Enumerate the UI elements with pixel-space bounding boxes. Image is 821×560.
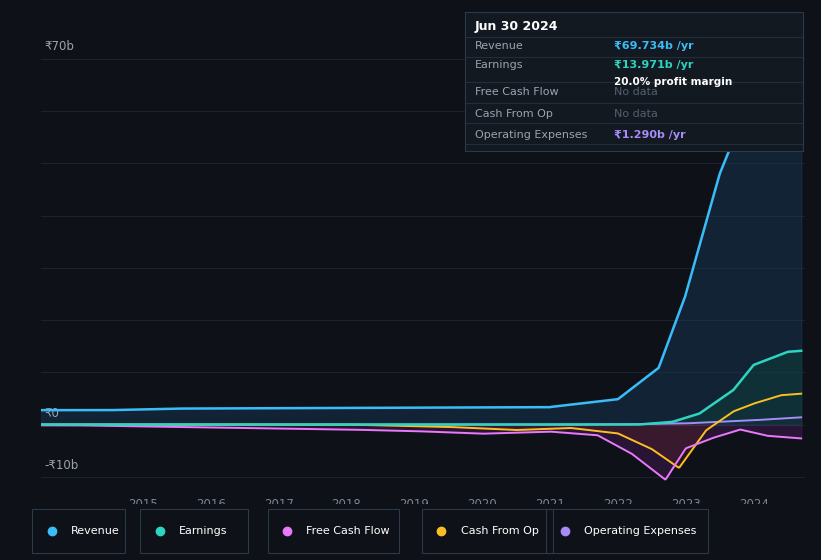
Text: Earnings: Earnings — [475, 60, 523, 70]
Text: ₹70b: ₹70b — [44, 40, 75, 53]
Text: ₹0: ₹0 — [44, 407, 59, 419]
Text: Cash From Op: Cash From Op — [461, 526, 539, 535]
Text: Jun 30 2024: Jun 30 2024 — [475, 20, 558, 32]
Text: Cash From Op: Cash From Op — [475, 109, 553, 119]
Text: Free Cash Flow: Free Cash Flow — [306, 526, 390, 535]
Text: ₹69.734b /yr: ₹69.734b /yr — [613, 41, 693, 50]
Text: Revenue: Revenue — [475, 41, 524, 50]
Text: -₹10b: -₹10b — [44, 459, 79, 472]
Text: No data: No data — [613, 87, 658, 97]
Text: No data: No data — [613, 109, 658, 119]
Text: Free Cash Flow: Free Cash Flow — [475, 87, 558, 97]
Text: ₹13.971b /yr: ₹13.971b /yr — [613, 60, 693, 70]
Text: ₹1.290b /yr: ₹1.290b /yr — [613, 130, 686, 140]
Text: Operating Expenses: Operating Expenses — [585, 526, 696, 535]
Text: Earnings: Earnings — [179, 526, 227, 535]
Text: Operating Expenses: Operating Expenses — [475, 130, 587, 140]
Text: 20.0% profit margin: 20.0% profit margin — [613, 77, 732, 87]
Text: Revenue: Revenue — [71, 526, 120, 535]
